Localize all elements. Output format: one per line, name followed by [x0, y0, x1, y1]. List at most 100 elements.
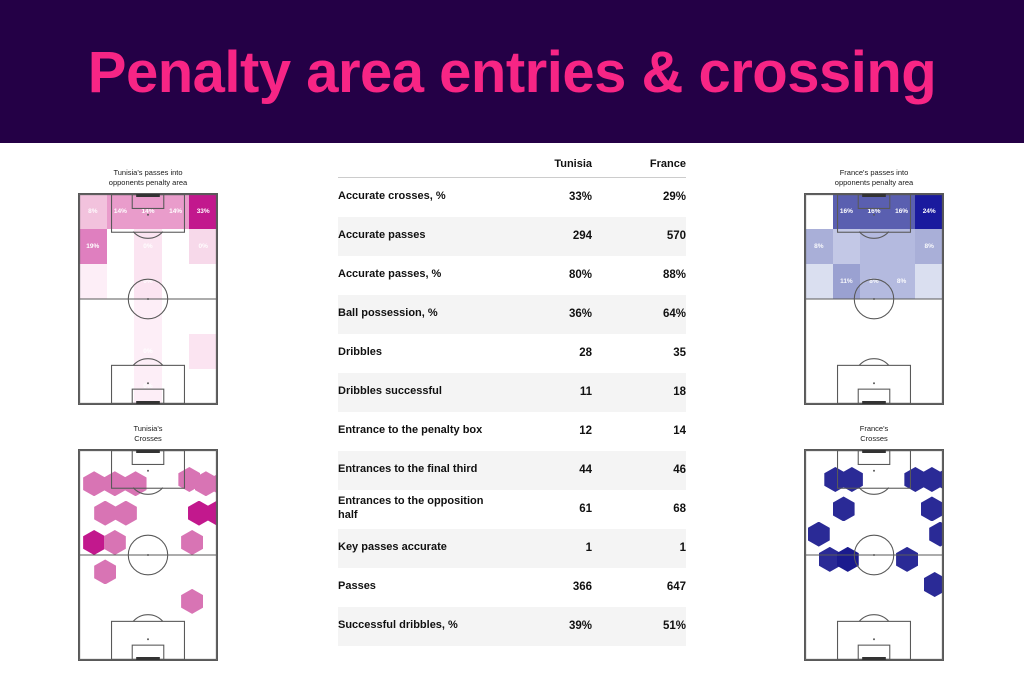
cross-hex-marker[interactable]	[94, 559, 117, 585]
heatmap-zone-cell[interactable]	[915, 264, 943, 300]
heatmap-zone-cell[interactable]	[161, 299, 190, 335]
cross-hex-marker[interactable]	[181, 588, 204, 614]
tunisia-passes-heatmap-panel: Tunisia's passes into opponents penalty …	[78, 168, 218, 406]
heatmap-zone-cell[interactable]: 0%	[161, 334, 190, 370]
tunisia-crosses-pitch[interactable]	[78, 449, 218, 662]
heatmap-zone-cell[interactable]: 0%	[860, 369, 888, 405]
heatmap-zone-cell[interactable]: 8%	[915, 229, 943, 265]
heatmap-zone-cell[interactable]	[106, 299, 135, 335]
cross-hex-marker[interactable]	[114, 500, 137, 526]
metric-label: Dribbles successful	[338, 372, 499, 412]
heatmap-zone-cell[interactable]: 8%	[805, 229, 833, 265]
heatmap-zone-cell[interactable]: 0%	[106, 264, 135, 300]
heatmap-zone-cell[interactable]	[860, 299, 888, 335]
heatmap-zone-cell[interactable]: 0%	[106, 334, 135, 370]
heatmap-zone-cell[interactable]: 0%	[189, 299, 217, 335]
heatmap-zone-cell[interactable]: 0%	[805, 334, 833, 370]
metric-label: Dribbles	[338, 346, 383, 359]
heatmap-zone-cell[interactable]: 0%	[79, 369, 107, 405]
heatmap-zone-cell[interactable]	[106, 229, 135, 265]
heatmap-zone-cell[interactable]	[832, 229, 861, 265]
heatmap-zone-cell[interactable]: 0%	[915, 369, 943, 405]
heatmap-zone-cell[interactable]: 16%	[887, 194, 916, 230]
heatmap-zone-cell[interactable]	[189, 334, 217, 370]
heatmap-zone-cell[interactable]: 8%	[79, 194, 107, 230]
cross-hex-marker[interactable]	[923, 572, 943, 598]
heatmap-zone-cell[interactable]: 11%	[832, 264, 861, 300]
table-header-row: Tunisia France	[338, 158, 686, 178]
france-passes-pitch[interactable]: 13% 16% 16% 16% 24% 8% 8% 11% 8% 8% 0% 0% 0% 0% 0% 0% 0%…	[804, 193, 944, 406]
heatmap-zone-cell[interactable]	[134, 299, 162, 335]
heatmap-zone-cell[interactable]: 0%	[134, 229, 162, 265]
table-row: Dribbles 28 35	[338, 334, 686, 373]
heatmap-zone-cell[interactable]: 0%	[79, 334, 107, 370]
heatmap-zone-cell[interactable]	[161, 369, 190, 405]
metric-value-france: 46	[592, 450, 686, 490]
metric-value-tunisia: 61	[579, 503, 593, 515]
cross-hex-marker[interactable]	[83, 530, 106, 556]
france-crosses-caption-line1: France's	[859, 424, 889, 433]
france-crosses-pitch[interactable]	[804, 449, 944, 662]
heatmap-zone-cell[interactable]: 0%	[805, 299, 833, 335]
heatmap-zone-cell[interactable]: 0%	[189, 369, 217, 405]
metric-value-france: 647	[666, 581, 686, 593]
heatmap-zone-cell[interactable]: 0%	[860, 334, 888, 370]
heatmap-zone-cell[interactable]	[805, 264, 833, 300]
cross-hex-marker[interactable]	[103, 530, 126, 556]
heatmap-zone-cell[interactable]: 14%	[106, 194, 135, 230]
heatmap-zone-cell[interactable]: 0%	[189, 229, 217, 265]
tunisia-passes-pitch[interactable]: 8% 14% 14% 14% 33% 19% 0% 0% 0% 0% 0% 0% 0% 0% 0% 0% 0% 0…	[78, 193, 218, 406]
france-crosses-panel: France's Crosses	[804, 424, 944, 662]
heatmap-zone-cell[interactable]: 0%	[805, 369, 833, 405]
heatmap-zone-cell[interactable]: 0%	[915, 299, 943, 335]
heatmap-zone-cell[interactable]	[860, 229, 888, 265]
cross-hex-marker[interactable]	[807, 521, 830, 547]
heatmap-zone-cell[interactable]: 13%	[805, 194, 833, 230]
heatmap-zone-cell[interactable]: 0%	[79, 299, 107, 335]
heatmap-zone-cell[interactable]: 0%	[832, 334, 861, 370]
heatmap-zone-cell[interactable]: 19%	[79, 229, 107, 265]
cross-hex-marker[interactable]	[124, 471, 147, 497]
heatmap-zone-cell[interactable]: 0%	[134, 264, 162, 300]
heatmap-zone-cell[interactable]: 16%	[832, 194, 861, 230]
cross-hex-marker[interactable]	[896, 546, 919, 572]
cross-hex-marker[interactable]	[181, 530, 204, 556]
cross-hex-marker[interactable]	[920, 496, 943, 522]
cross-hex-marker[interactable]	[836, 546, 859, 572]
cross-hex-marker[interactable]	[840, 467, 863, 493]
heatmap-zone-cell[interactable]: 0%	[915, 334, 943, 370]
heatmap-zone-cell[interactable]	[887, 369, 916, 405]
cross-hex-marker[interactable]	[832, 496, 855, 522]
metric-value-tunisia: 11	[498, 372, 593, 412]
match-stats-table: Tunisia France Accurate crosses, % 33% 29%…	[338, 158, 686, 646]
cross-hex-marker[interactable]	[929, 521, 943, 547]
heatmap-zone-cell[interactable]	[106, 369, 135, 405]
metric-label: Successful dribbles, %	[338, 606, 499, 646]
heatmap-zone-cell[interactable]: 0%	[887, 334, 916, 370]
heatmap-zone-cell[interactable]	[887, 229, 916, 265]
heatmap-zone-cell[interactable]: 0%	[134, 334, 162, 370]
metric-value-tunisia: 39%	[498, 606, 593, 646]
heatmap-zone-cell[interactable]: 33%	[189, 194, 217, 230]
heatmap-zone-cell[interactable]: 16%	[860, 194, 888, 230]
heatmap-zone-cell[interactable]	[887, 299, 916, 335]
cross-hex-marker[interactable]	[205, 500, 217, 526]
cross-hex-marker[interactable]	[83, 471, 106, 497]
heatmap-zone-cell[interactable]: 8%	[887, 264, 916, 300]
heatmap-zone-cell[interactable]	[161, 264, 190, 300]
cross-hex-marker[interactable]	[94, 500, 117, 526]
heatmap-zone-cell[interactable]: 0%	[189, 264, 217, 300]
heatmap-zone-cell[interactable]: 0%	[134, 369, 162, 405]
heatmap-zone-cell[interactable]	[832, 369, 861, 405]
heatmap-zone-cell[interactable]: 24%	[915, 194, 943, 230]
heatmap-zone-cell[interactable]: 14%	[161, 194, 190, 230]
heatmap-zone-cell[interactable]: 14%	[134, 194, 162, 230]
france-passes-caption: France's passes into opponents penalty a…	[804, 168, 944, 188]
heatmap-zone-cell[interactable]	[79, 264, 107, 300]
cross-hex-marker[interactable]	[103, 471, 126, 497]
heatmap-zone-cell[interactable]	[832, 299, 861, 335]
heatmap-zone-cell[interactable]: 8%	[860, 264, 888, 300]
metric-value-tunisia: 28	[579, 347, 593, 359]
heatmap-zone-cell[interactable]	[161, 229, 190, 265]
tunisia-zone-grid: 8% 14% 14% 14% 33% 19% 0% 0% 0% 0% 0% 0% 0% 0% 0% 0% 0% 0…	[79, 194, 217, 405]
